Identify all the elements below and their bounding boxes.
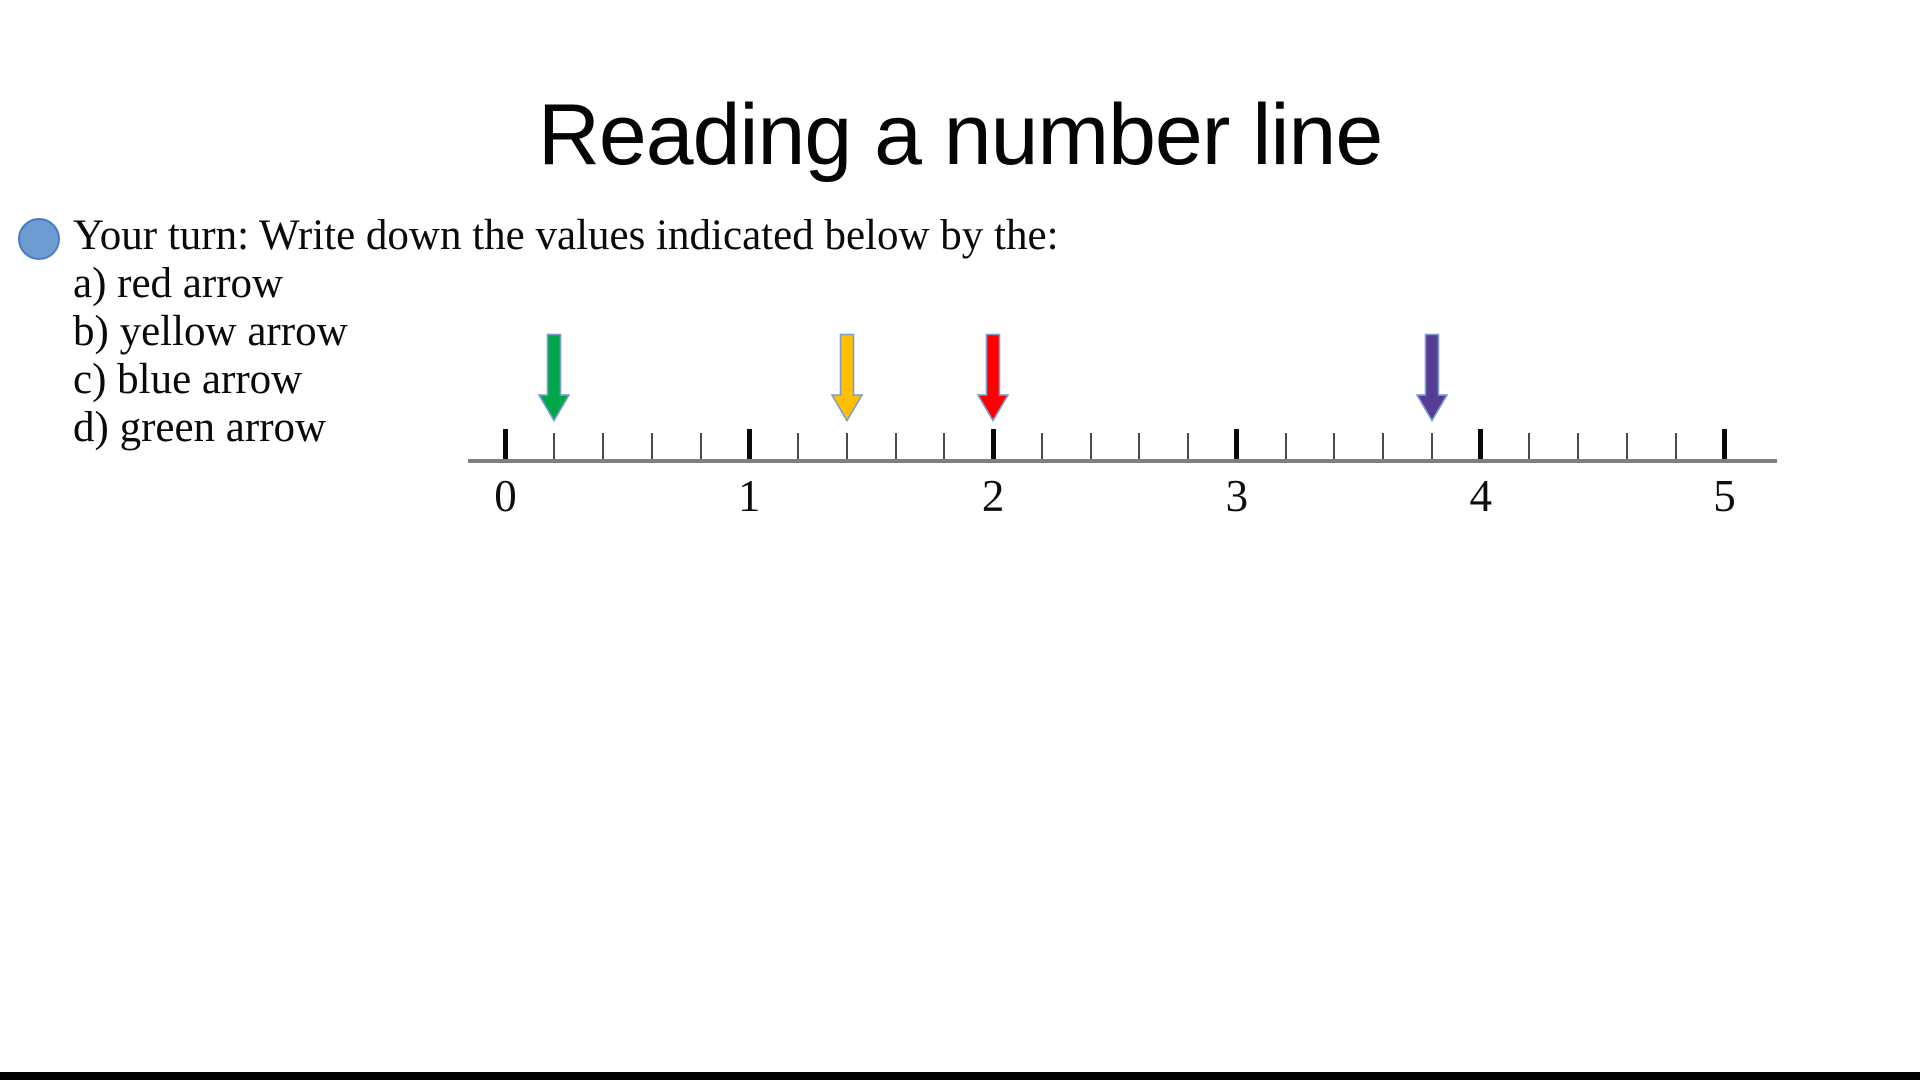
minor-tick <box>699 433 702 459</box>
major-tick <box>1478 429 1484 459</box>
bullet-circle-icon <box>18 218 60 260</box>
minor-tick <box>1528 433 1531 459</box>
yellow-arrow-icon <box>829 333 865 423</box>
question-text-block: Your turn: Write down the values indicat… <box>73 212 1059 452</box>
minor-tick <box>1089 433 1092 459</box>
minor-tick <box>1625 433 1628 459</box>
minor-tick <box>1040 433 1043 459</box>
minor-tick <box>1333 433 1336 459</box>
major-tick <box>1234 429 1240 459</box>
red-arrow-icon <box>975 333 1011 423</box>
minor-tick <box>894 433 897 459</box>
minor-tick <box>553 433 556 459</box>
minor-tick <box>1187 433 1190 459</box>
minor-tick <box>797 433 800 459</box>
minor-tick <box>1577 433 1580 459</box>
minor-tick <box>943 433 946 459</box>
axis-label-3: 3 <box>1225 471 1249 521</box>
list-item-d: d) green arrow <box>73 404 327 451</box>
minor-tick <box>1674 433 1677 459</box>
blue-arrow-icon <box>1414 333 1450 423</box>
axis-label-0: 0 <box>494 471 517 521</box>
axis-label-1: 1 <box>738 471 761 521</box>
list-item-b: b) yellow arrow <box>73 308 348 355</box>
bottom-edge-bar <box>0 1072 1920 1080</box>
page-title: Reading a number line <box>537 87 1383 183</box>
minor-tick <box>1430 433 1433 459</box>
minor-tick <box>650 433 653 459</box>
major-tick <box>990 429 996 459</box>
question-prompt: Your turn: Write down the values indicat… <box>73 212 1059 259</box>
major-tick <box>746 429 752 459</box>
minor-tick <box>1284 433 1287 459</box>
number-line-axis <box>468 459 1777 463</box>
axis-label-5: 5 <box>1713 471 1736 521</box>
minor-tick <box>602 433 605 459</box>
axis-label-4: 4 <box>1469 471 1492 521</box>
green-arrow-icon <box>536 333 572 423</box>
minor-tick <box>845 433 848 459</box>
list-item-a: a) red arrow <box>73 260 284 307</box>
list-item-c: c) blue arrow <box>73 356 303 403</box>
axis-label-2: 2 <box>981 471 1005 521</box>
minor-tick <box>1138 433 1141 459</box>
major-tick <box>1722 429 1727 459</box>
minor-tick <box>1382 433 1385 459</box>
major-tick <box>503 429 508 459</box>
